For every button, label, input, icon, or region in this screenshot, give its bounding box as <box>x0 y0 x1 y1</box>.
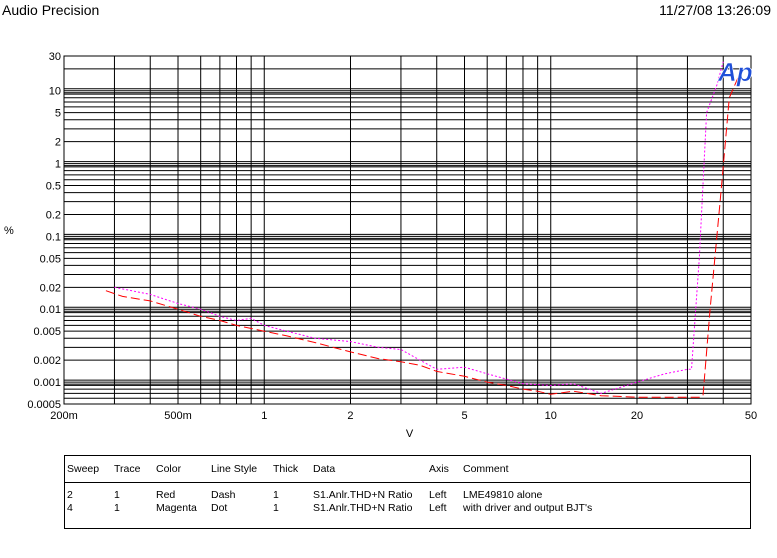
grid-major <box>64 56 751 404</box>
series-line <box>105 77 739 398</box>
x-tick-label: 1 <box>261 410 267 422</box>
legend-cell-comment: LME49810 alone <box>463 489 543 501</box>
ap-logo-text: Ap <box>717 57 753 87</box>
legend-cell-line-style: Dot <box>211 502 228 514</box>
legend-header-line-style: Line Style <box>211 463 258 475</box>
y-tick-label: 5 <box>55 108 61 120</box>
header-title: Audio Precision <box>2 2 100 18</box>
y-tick-label: 2 <box>55 137 61 149</box>
legend-cell-color: Red <box>156 489 176 501</box>
y-tick-label: 0.2 <box>46 209 61 221</box>
header-timestamp: 11/27/08 13:26:09 <box>659 2 771 18</box>
y-tick-label: 1 <box>55 159 61 171</box>
series-layer <box>105 61 739 398</box>
x-tick-label: 500m <box>164 410 192 422</box>
legend-cell-sweep: 2 <box>67 489 73 501</box>
x-tick-label: 10 <box>545 410 557 422</box>
y-tick-label: 0.0005 <box>27 399 61 411</box>
legend-cell-line-style: Dash <box>211 489 236 501</box>
legend-header-sweep: Sweep <box>67 463 100 475</box>
legend-header-axis: Axis <box>429 463 449 475</box>
legend-header-row: Sweep Trace Color Line Style Thick Data … <box>65 463 750 477</box>
legend-cell-comment: with driver and output BJT's <box>463 502 593 514</box>
legend-header-color: Color <box>156 463 182 475</box>
y-tick-label: 0.002 <box>33 355 61 367</box>
ap-logo: Ap <box>717 57 753 88</box>
legend-row: 2 1 Red Dash 1 S1.Anlr.THD+N Ratio Left … <box>65 489 750 502</box>
x-tick-label: 2 <box>347 410 353 422</box>
legend-cell-trace: 1 <box>114 502 120 514</box>
legend-cell-sweep: 4 <box>67 502 73 514</box>
legend-row: 4 1 Magenta Dot 1 S1.Anlr.THD+N Ratio Le… <box>65 502 750 515</box>
y-tick-label: 0.01 <box>40 304 61 316</box>
x-tick-label: 200m <box>50 410 78 422</box>
y-tick-label: 0.02 <box>40 282 61 294</box>
x-tick-label: 20 <box>631 410 643 422</box>
legend-header-comment: Comment <box>463 463 509 475</box>
x-tick-labels: 200m 500m 1 2 5 10 20 50 <box>50 410 757 422</box>
y-tick-labels: 0.0005 0.001 0.002 0.005 0.01 0.02 0.05 0.1 0.2 0… <box>27 51 61 411</box>
legend-table: Sweep Trace Color Line Style Thick Data … <box>64 455 751 529</box>
legend-cell-color: Magenta <box>156 502 197 514</box>
series-line <box>114 61 724 394</box>
plot-frame <box>63 55 752 405</box>
thd-chart: 0.0005 0.001 0.002 0.005 0.01 0.02 0.05 0.1 0.2 0… <box>4 51 757 440</box>
legend-cell-data: S1.Anlr.THD+N Ratio <box>313 489 413 501</box>
y-tick-label: 30 <box>49 51 61 63</box>
grid-minor <box>64 56 751 404</box>
legend-cell-thick: 1 <box>273 502 279 514</box>
y-tick-label: 0.05 <box>40 253 61 265</box>
legend-header-thick: Thick <box>273 463 299 475</box>
legend-header-trace: Trace <box>114 463 141 475</box>
legend-cell-data: S1.Anlr.THD+N Ratio <box>313 502 413 514</box>
legend-separator <box>65 482 750 483</box>
y-tick-label: 0.005 <box>33 326 61 338</box>
x-tick-label: 50 <box>745 410 757 422</box>
y-tick-label: 10 <box>49 86 61 98</box>
legend-cell-axis: Left <box>429 502 447 514</box>
x-axis-label: V <box>406 428 414 440</box>
legend-cell-trace: 1 <box>114 489 120 501</box>
y-tick-label: 0.001 <box>33 377 61 389</box>
y-tick-label: 0.5 <box>46 181 61 193</box>
legend-cell-axis: Left <box>429 489 447 501</box>
x-tick-label: 5 <box>461 410 467 422</box>
legend-header-data: Data <box>313 463 336 475</box>
y-axis-label: % <box>4 225 14 237</box>
y-tick-label: 0.1 <box>46 231 61 243</box>
legend-cell-thick: 1 <box>273 489 279 501</box>
